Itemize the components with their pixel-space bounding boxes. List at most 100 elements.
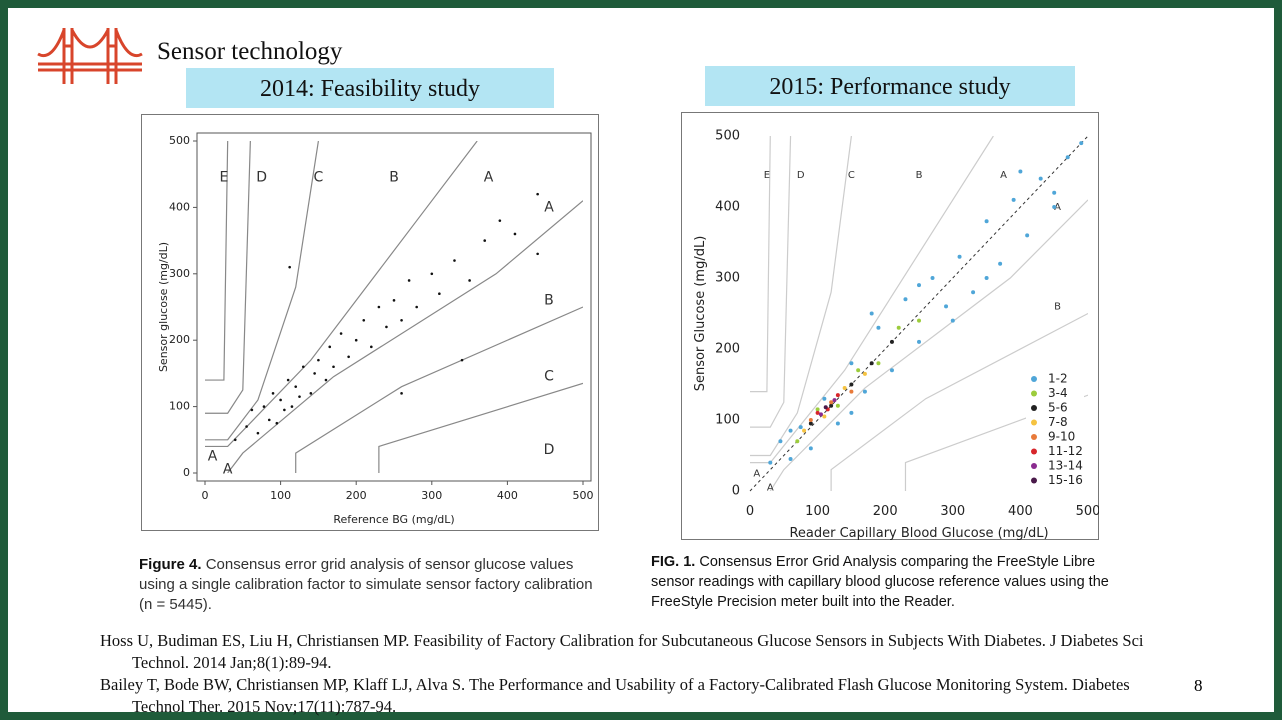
x-tick-label: 300 — [940, 504, 965, 519]
point — [835, 421, 840, 426]
point — [362, 318, 366, 322]
point — [788, 457, 793, 462]
slide-title: Sensor technology — [157, 38, 343, 65]
zone-label: A — [484, 170, 494, 186]
zone-label: B — [544, 292, 554, 308]
y-axis-label: Sensor glucose (mg/dL) — [157, 242, 170, 372]
legend-marker — [1031, 434, 1037, 440]
point — [1038, 176, 1043, 181]
caption-text: Consensus error grid analysis of sensor … — [139, 556, 593, 613]
identity-line — [749, 135, 1089, 492]
point — [468, 279, 471, 282]
x-tick-label: 400 — [1008, 504, 1033, 519]
point — [354, 338, 358, 342]
point — [842, 386, 847, 391]
zone-label: A — [223, 462, 233, 478]
caption: FIG. 1. Consensus Error Grid Analysis co… — [651, 552, 1141, 612]
zone-line — [750, 136, 771, 393]
legend-label: 11-12 — [1048, 444, 1083, 458]
point — [483, 239, 487, 242]
point — [984, 276, 989, 280]
point — [498, 219, 502, 222]
x-axis-label: Reader Capillary Blood Glucose (mg/dL) — [789, 526, 1048, 540]
legend-label: 9-10 — [1048, 430, 1075, 444]
point — [370, 345, 373, 349]
point — [1018, 169, 1023, 174]
point — [347, 355, 350, 359]
point — [984, 219, 989, 224]
zone-line — [205, 141, 478, 448]
references: Hoss U, Budiman ES, Liu H, Christiansen … — [100, 630, 1160, 718]
zone-label: D — [797, 170, 805, 181]
point — [294, 385, 298, 388]
point — [1052, 190, 1057, 195]
y-tick-label: 500 — [715, 129, 740, 144]
point — [815, 407, 820, 412]
point — [835, 393, 840, 398]
point — [400, 392, 403, 395]
zone-line — [750, 136, 792, 428]
zone-label: D — [544, 442, 555, 458]
point — [298, 395, 301, 398]
zone-label: E — [219, 170, 228, 186]
point — [822, 396, 827, 401]
point — [862, 371, 867, 376]
zone-label: A — [767, 482, 774, 493]
legend-label: 3-4 — [1048, 386, 1068, 400]
point — [1011, 197, 1016, 202]
x-tick-label: 200 — [873, 504, 898, 519]
y-tick-label: 300 — [715, 271, 740, 286]
y-tick-label: 400 — [169, 200, 190, 213]
point — [917, 283, 921, 288]
point — [536, 192, 539, 196]
point — [849, 382, 854, 387]
point — [971, 290, 976, 295]
y-tick-label: 100 — [715, 413, 740, 428]
point — [808, 421, 813, 426]
point — [930, 276, 935, 280]
point — [1052, 205, 1057, 209]
point — [233, 438, 237, 442]
point — [385, 325, 388, 329]
point — [957, 254, 962, 259]
y-tick-label: 400 — [715, 200, 740, 215]
y-tick-label: 500 — [169, 134, 190, 147]
point — [889, 339, 894, 344]
x-tick-label: 0 — [746, 504, 754, 519]
point — [332, 365, 335, 369]
legend-marker — [1031, 390, 1037, 397]
legend-label: 13-14 — [1048, 459, 1083, 473]
y-tick-label: 200 — [169, 333, 190, 346]
reference: Hoss U, Budiman ES, Liu H, Christiansen … — [100, 631, 1144, 672]
point — [835, 403, 840, 408]
legend-box — [1026, 369, 1084, 491]
point — [430, 272, 434, 276]
point — [802, 428, 807, 433]
legend-label: 15-16 — [1048, 473, 1083, 487]
zone-label: B — [389, 170, 399, 186]
zone-label: B — [916, 170, 923, 181]
legend-label: 7-8 — [1048, 415, 1068, 429]
point — [313, 372, 316, 375]
point — [377, 305, 381, 309]
point — [262, 405, 266, 408]
zone-label: A — [753, 468, 760, 479]
y-tick-label: 300 — [169, 267, 190, 280]
reference: Bailey T, Bode BW, Christiansen MP, Klaf… — [100, 675, 1130, 716]
point — [869, 311, 874, 316]
zone-line — [205, 141, 229, 381]
point — [778, 439, 783, 444]
x-tick-label: 300 — [421, 489, 442, 502]
caption-label: FIG. 1. — [651, 554, 696, 570]
point — [832, 398, 837, 403]
point — [279, 398, 282, 402]
point — [301, 365, 305, 369]
page-number: 8 — [1194, 676, 1203, 695]
point — [889, 368, 894, 373]
point — [818, 412, 823, 417]
point — [324, 378, 328, 382]
point — [862, 389, 867, 394]
point — [950, 318, 955, 323]
legend-marker — [1031, 463, 1037, 469]
